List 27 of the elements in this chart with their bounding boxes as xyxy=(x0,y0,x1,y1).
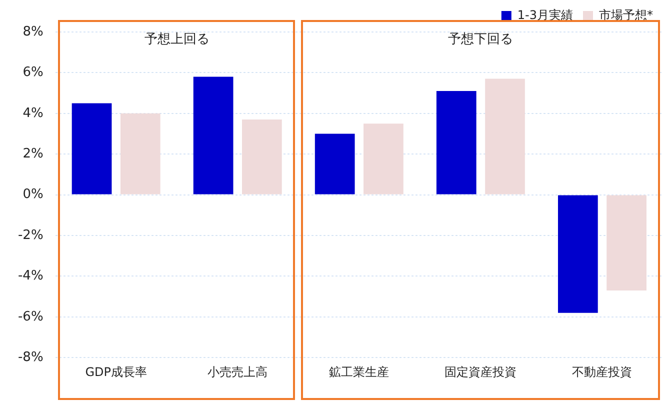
bar xyxy=(242,120,282,194)
annotation: 予想下回る xyxy=(448,31,514,48)
bar xyxy=(314,134,355,194)
y-tick-label: 0% xyxy=(22,187,44,202)
y-tick-label: -4% xyxy=(18,268,44,284)
bar xyxy=(436,91,476,194)
y-tick-label: -6% xyxy=(18,309,44,324)
y-tick-label: 8% xyxy=(22,24,44,40)
y-tick-label: -2% xyxy=(18,228,44,243)
legend-label: 1-3月実績 xyxy=(517,8,574,22)
bar xyxy=(193,76,234,194)
bar xyxy=(606,195,646,290)
y-tick-label: 2% xyxy=(22,146,44,162)
y-tick-label: 6% xyxy=(22,65,44,80)
bar xyxy=(120,113,160,194)
y-tick-label: -8% xyxy=(18,350,44,365)
x-tick-label: 不動産投資 xyxy=(572,364,632,379)
x-tick-label: GDP成長率 xyxy=(85,364,147,379)
x-tick-label: 小売売上高 xyxy=(208,364,268,379)
bar xyxy=(558,195,598,313)
bar xyxy=(485,78,525,194)
bar xyxy=(72,103,112,194)
annotation: 予想上回る xyxy=(144,31,210,48)
x-tick-label: 鉱工業生産 xyxy=(329,364,390,379)
x-tick-label: 固定資産投資 xyxy=(444,364,517,379)
bar xyxy=(364,124,404,194)
y-tick-label: 4% xyxy=(22,106,44,121)
